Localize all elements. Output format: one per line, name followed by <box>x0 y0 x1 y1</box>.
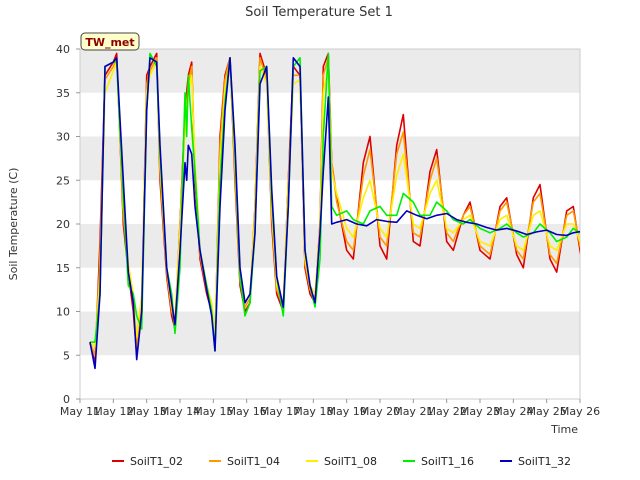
station-badge: TW_met <box>80 32 140 51</box>
x-tick-label: May 14 <box>160 405 200 418</box>
station-badge-box <box>80 32 140 51</box>
x-tick-label: May 22 <box>427 405 467 418</box>
legend-label-soilt1_02: SoilT1_02 <box>130 455 183 468</box>
x-tick-label: May 25 <box>527 405 567 418</box>
y-tick-label: 20 <box>56 218 70 231</box>
x-tick-label: May 18 <box>293 405 333 418</box>
y-axis-ticks: 0 5 10 15 20 25 30 35 40 <box>56 43 80 406</box>
plot-band <box>80 311 580 356</box>
series-line-soilt1_32 <box>89 57 580 370</box>
legend-label-soilt1_16: SoilT1_16 <box>421 455 474 468</box>
y-tick-label: 25 <box>56 174 70 187</box>
x-tick-label: May 16 <box>227 405 267 418</box>
station-badge-label: TW_met <box>85 36 134 49</box>
legend-label-soilt1_04: SoilT1_04 <box>227 455 280 468</box>
x-tick-label: May 23 <box>460 405 500 418</box>
y-tick-label: 35 <box>56 87 70 100</box>
series-lines <box>89 52 580 370</box>
plot-band <box>80 267 580 312</box>
x-tick-label: May 15 <box>193 405 233 418</box>
x-tick-label: May 24 <box>493 405 533 418</box>
x-tick-label: May 20 <box>360 405 400 418</box>
y-tick-label: 30 <box>56 131 70 144</box>
y-tick-label: 15 <box>56 262 70 275</box>
plot-band <box>80 355 580 399</box>
legend: SoilT1_02 SoilT1_04 SoilT1_08 SoilT1_16 Soil… <box>112 455 571 468</box>
chart-title: Soil Temperature Set 1 <box>245 5 393 20</box>
y-tick-label: 10 <box>56 306 70 319</box>
x-tick-label: May 12 <box>93 405 133 418</box>
y-tick-label: 5 <box>63 349 70 362</box>
legend-label-soilt1_32: SoilT1_32 <box>518 455 571 468</box>
x-tick-label: May 21 <box>393 405 433 418</box>
y-tick-label: 40 <box>56 43 70 56</box>
x-tick-label: May 11 <box>60 405 100 418</box>
y-tick-label: 0 <box>63 393 70 406</box>
x-tick-label: May 26 <box>560 405 600 418</box>
legend-label-soilt1_08: SoilT1_08 <box>324 455 377 468</box>
plot-band <box>80 224 580 268</box>
y-axis-title: Soil Temperature (C) <box>7 168 20 281</box>
x-tick-label: May 13 <box>127 405 167 418</box>
x-tick-label: May 19 <box>327 405 367 418</box>
x-axis-title: Time <box>550 423 578 436</box>
x-tick-label: May 17 <box>260 405 300 418</box>
